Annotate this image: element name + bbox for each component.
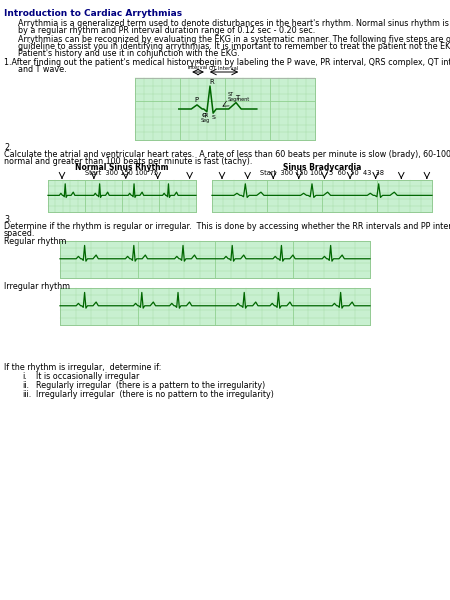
Bar [48,180,196,212]
Text: Introduction to Cardiac Arrythmias: Introduction to Cardiac Arrythmias [4,9,182,18]
Text: Normal Sinus Rhythm: Normal Sinus Rhythm [75,163,169,172]
Text: guideline to assist you in identifying arrythmias. It is important to remember t: guideline to assist you in identifying a… [18,42,450,51]
Text: QT Interval: QT Interval [209,65,238,70]
Text: 2.: 2. [4,143,12,152]
Text: PR
Interval: PR Interval [188,59,208,70]
Text: ii.: ii. [22,381,29,390]
Text: by a regular rhythm and PR interval duration range of 0.12 sec - 0.20 sec.: by a regular rhythm and PR interval dura… [18,26,315,35]
Text: ST
Segment: ST Segment [227,92,250,102]
Text: S: S [211,115,215,120]
Text: P: P [194,97,198,103]
Text: T: T [235,95,239,101]
Text: Regularly irregular  (there is a pattern to the irregularity): Regularly irregular (there is a pattern … [36,381,265,390]
Bar [135,78,315,140]
Text: If the rhythm is irregular,  determine if:: If the rhythm is irregular, determine if… [4,363,162,372]
Text: Q: Q [202,113,207,118]
Bar [60,241,370,278]
Text: Arrythmias can be recognized by evaluating the EKG in a systematic manner. The f: Arrythmias can be recognized by evaluati… [18,35,450,44]
Text: i.: i. [22,372,27,381]
Text: and T wave.: and T wave. [18,65,67,74]
Text: iii.: iii. [22,390,31,399]
Text: Determine if the rhythm is regular or irregular.  This is done by accessing whet: Determine if the rhythm is regular or ir… [4,222,450,231]
Text: Irregularly irregular  (there is no pattern to the irregularity): Irregularly irregular (there is no patte… [36,390,274,399]
Bar [212,180,432,212]
Text: Calculate the atrial and ventricular heart rates.  A rate of less than 60 beats : Calculate the atrial and ventricular hea… [4,150,450,159]
Text: spaced.: spaced. [4,229,36,238]
Text: Sinus Bradycardia: Sinus Bradycardia [283,163,361,172]
Text: 3.: 3. [4,215,12,224]
Text: R: R [210,79,214,85]
Text: Regular rhythm: Regular rhythm [4,237,67,246]
Text: It is occasionally irregular: It is occasionally irregular [36,372,140,381]
Text: Start  300 150 100 75: Start 300 150 100 75 [86,170,158,176]
Text: Arrythmia is a generalized term used to denote disturbances in the heart's rhyth: Arrythmia is a generalized term used to … [18,19,450,28]
Text: 1.After finding out the patient's medical history, begin by labeling the P wave,: 1.After finding out the patient's medica… [4,58,450,67]
Bar [60,288,370,325]
Text: Irregular rhythm: Irregular rhythm [4,282,70,291]
Text: normal and greater than 100 beats per minute is fast (tachy).: normal and greater than 100 beats per mi… [4,157,252,166]
Text: PR
Seg: PR Seg [201,113,210,124]
Text: Start  300 150 100 75  60  50  43  38: Start 300 150 100 75 60 50 43 38 [260,170,384,176]
Text: Patient's history and use it in conjunction with the EKG.: Patient's history and use it in conjunct… [18,49,239,58]
